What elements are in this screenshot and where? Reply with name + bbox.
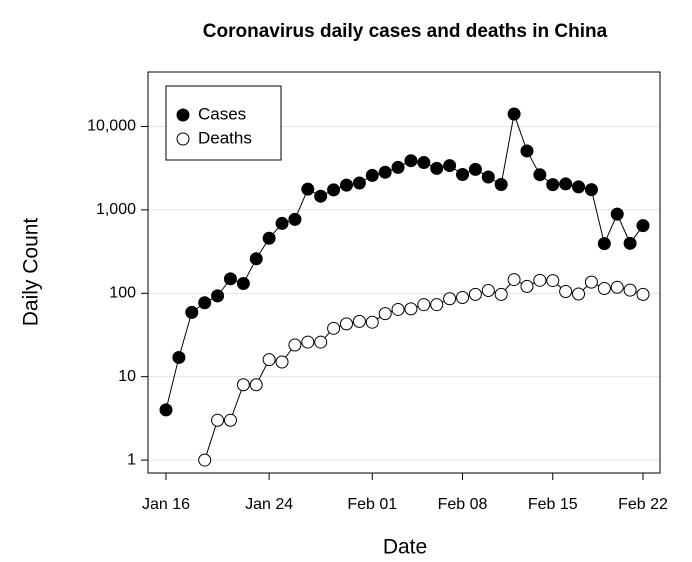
data-point: [533, 273, 547, 287]
data-point: [249, 252, 263, 266]
data-point: [546, 178, 560, 192]
data-point: [481, 283, 495, 297]
data-point: [262, 231, 276, 245]
data-point: [236, 276, 250, 290]
data-point: [327, 321, 341, 335]
data-point: [507, 107, 521, 121]
data-point: [301, 335, 315, 349]
data-point: [185, 305, 199, 319]
data-point: [494, 287, 508, 301]
data-point: [520, 144, 534, 158]
data-point: [262, 353, 276, 367]
legend-label: Cases: [198, 104, 246, 123]
data-point: [211, 413, 225, 427]
data-point: [430, 298, 444, 312]
x-tick-label: Jan 16: [142, 496, 190, 513]
data-point: [417, 156, 431, 170]
data-point: [198, 296, 212, 310]
legend-box: [165, 85, 282, 161]
data-point: [288, 212, 302, 226]
data-point: [365, 168, 379, 182]
x-tick-label: Feb 01: [347, 496, 397, 513]
data-point: [391, 160, 405, 174]
data-point: [172, 350, 186, 364]
data-point: [378, 165, 392, 179]
x-tick-label: Feb 08: [438, 496, 488, 513]
data-point: [404, 302, 418, 316]
data-point: [339, 317, 353, 331]
data-point: [559, 177, 573, 191]
data-point: [365, 315, 379, 329]
data-point: [584, 275, 598, 289]
legend-marker: [176, 108, 190, 122]
data-point: [211, 289, 225, 303]
data-point: [236, 378, 250, 392]
data-point: [481, 170, 495, 184]
data-point: [456, 291, 470, 305]
data-point: [623, 236, 637, 250]
data-point: [533, 168, 547, 182]
data-point: [378, 307, 392, 321]
data-point: [275, 355, 289, 369]
data-point: [468, 287, 482, 301]
y-tick-label: 1,000: [96, 201, 136, 218]
data-point: [159, 403, 173, 417]
data-point: [327, 183, 341, 197]
data-point: [572, 180, 586, 194]
data-point: [610, 280, 624, 294]
data-point: [507, 273, 521, 287]
x-tick-label: Feb 15: [528, 496, 578, 513]
data-point: [597, 237, 611, 251]
data-point: [391, 302, 405, 316]
data-point: [597, 282, 611, 296]
x-tick-label: Feb 22: [618, 496, 668, 513]
data-point: [404, 154, 418, 168]
data-point: [559, 285, 573, 299]
data-point: [494, 178, 508, 192]
data-point: [636, 219, 650, 233]
x-axis-label: Date: [383, 536, 427, 559]
data-point: [584, 183, 598, 197]
data-point: [456, 167, 470, 181]
data-point: [275, 216, 289, 230]
data-point: [314, 335, 328, 349]
data-point: [610, 207, 624, 221]
legend-marker: [176, 132, 190, 146]
data-point: [352, 176, 366, 190]
data-point: [572, 287, 586, 301]
data-point: [339, 178, 353, 192]
data-point: [198, 453, 212, 467]
chart-title: Coronavirus daily cases and deaths in Ch…: [203, 21, 608, 42]
plot-frame: [147, 71, 661, 474]
data-point: [249, 378, 263, 392]
data-point: [417, 298, 431, 312]
data-point: [636, 287, 650, 301]
data-point: [443, 159, 457, 173]
x-tick-label: Jan 24: [245, 496, 293, 513]
data-point: [288, 338, 302, 352]
y-tick-label: 1: [127, 451, 136, 468]
data-point: [520, 279, 534, 293]
data-point: [223, 413, 237, 427]
y-tick-label: 10,000: [87, 118, 136, 135]
data-point: [468, 162, 482, 176]
y-tick-label: 10: [118, 368, 136, 385]
y-axis-label: Daily Count: [20, 218, 43, 327]
data-point: [546, 274, 560, 288]
data-point: [314, 189, 328, 203]
data-point: [443, 292, 457, 306]
legend-label: Deaths: [198, 128, 252, 147]
y-tick-label: 100: [109, 284, 136, 301]
data-point: [301, 182, 315, 196]
data-point: [352, 314, 366, 328]
data-point: [623, 283, 637, 297]
data-point: [223, 272, 237, 286]
data-point: [430, 161, 444, 175]
